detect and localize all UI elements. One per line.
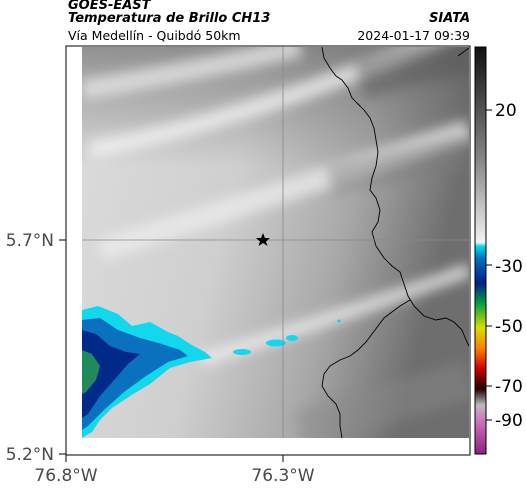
lat-label-5-7: 5.7°N [6,231,54,251]
lat-label-5-2: 5.2°N [6,445,54,465]
cold-cloud-area [82,306,341,438]
lon-label-76-8: 76.8°W [34,466,97,486]
colorbar-tick-minus90: -90 [495,411,523,431]
star-icon [256,233,270,246]
colorbar: 20 -30 -50 -70 -90 [474,46,523,455]
admin-borders [321,47,469,438]
lon-label-76-3: 76.3°W [251,466,314,486]
brightness-temperature-raster [82,47,469,438]
organization-label: SIATA [429,11,470,26]
colorbar-tick-20: 20 [495,101,517,121]
region-subtitle: Vía Medellín - Quibdó 50km [68,28,241,43]
timestamp: 2024-01-17 09:39 [357,28,470,43]
product-title: Temperatura de Brillo CH13 [68,11,271,26]
colorbar-tick-minus50: -50 [495,317,523,337]
graticule [82,47,469,438]
colorbar-tick-minus70: -70 [495,377,523,397]
satellite-name: GOES-EAST [68,0,151,13]
colorbar-tick-minus30: -30 [495,257,523,277]
